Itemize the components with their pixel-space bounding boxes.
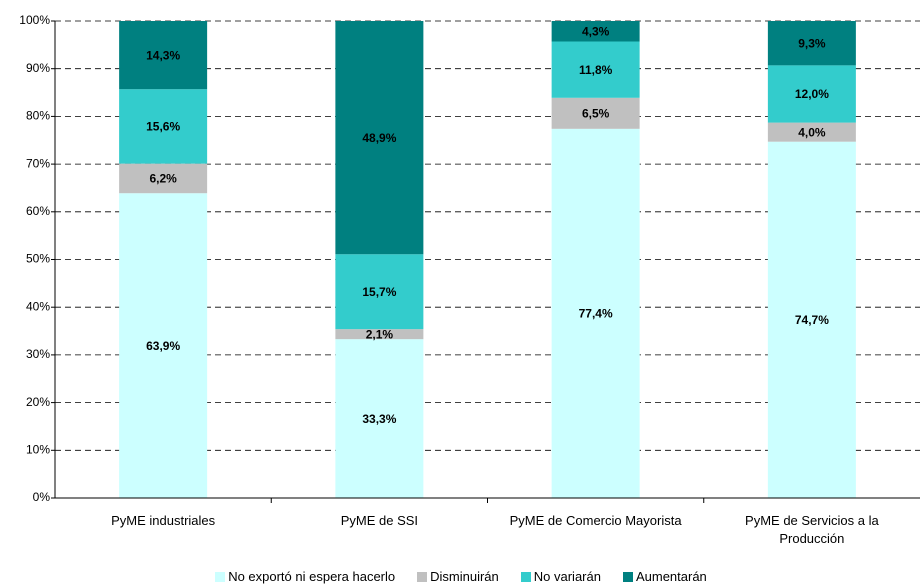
y-tick-label: 40%	[26, 299, 50, 313]
legend: No exportó ni espera hacerlo Disminuirán N…	[0, 569, 922, 584]
legend-swatch	[520, 571, 531, 582]
data-label: 33,3%	[362, 412, 396, 426]
x-tick-label: PyME de SSI	[340, 513, 419, 528]
data-label: 12,0%	[795, 87, 829, 101]
legend-label: Aumentarán	[635, 569, 707, 584]
data-label: 14,3%	[146, 48, 180, 62]
data-label: 4,3%	[582, 24, 610, 38]
legend-item: Aumentarán	[622, 569, 707, 584]
y-tick-label: 80%	[26, 109, 50, 123]
y-tick-label: 30%	[26, 347, 50, 361]
bar-segment	[119, 21, 208, 90]
bar-segment	[119, 163, 208, 194]
y-tick-label: 70%	[26, 156, 50, 170]
data-label: 2,1%	[366, 327, 394, 341]
bar-segment	[119, 89, 208, 164]
data-label: 9,3%	[798, 36, 826, 50]
legend-swatch	[215, 571, 226, 582]
bar-segment	[335, 339, 424, 498]
legend-label: No variarán	[533, 569, 601, 584]
bar-segment	[551, 97, 640, 129]
data-label: 15,6%	[146, 120, 180, 134]
bar-segment	[551, 128, 640, 498]
data-label: 77,4%	[579, 307, 613, 321]
bar-segment	[767, 122, 856, 142]
legend-swatch	[417, 571, 428, 582]
bar-segment	[767, 21, 856, 66]
legend-item: No variarán	[520, 569, 601, 584]
data-label: 11,8%	[579, 63, 613, 77]
data-label: 74,7%	[795, 313, 829, 327]
y-tick-label: 90%	[26, 61, 50, 75]
bar-segment	[767, 65, 856, 123]
bar-segment	[551, 41, 640, 98]
data-label: 48,9%	[362, 131, 396, 145]
x-tick-label: PyME industriales	[111, 513, 216, 528]
legend-item: No exportó ni espera hacerlo	[215, 569, 395, 584]
legend-label: Disminuirán	[430, 569, 499, 584]
data-label: 63,9%	[146, 339, 180, 353]
bar-segment	[551, 21, 640, 42]
bar-segment	[119, 193, 208, 498]
bar-segment	[335, 329, 424, 340]
x-tick-label: PyME de Comercio Mayorista	[509, 513, 682, 528]
y-tick-label: 60%	[26, 204, 50, 218]
bar-segment	[335, 254, 424, 330]
legend-label: No exportó ni espera hacerlo	[228, 569, 396, 584]
data-label: 6,5%	[582, 106, 610, 120]
bar-segment	[335, 21, 424, 255]
bar-segment	[767, 141, 856, 498]
data-label: 15,7%	[362, 285, 396, 299]
legend-item: Disminuirán	[417, 569, 499, 584]
data-label: 4,0%	[798, 125, 826, 139]
y-tick-label: 100%	[19, 13, 50, 27]
y-tick-label: 20%	[26, 395, 50, 409]
y-tick-label: 0%	[33, 490, 51, 504]
legend-swatch	[622, 571, 633, 582]
x-tick-label: PyME de Servicios a la Producción	[745, 513, 879, 546]
y-tick-label: 10%	[26, 442, 50, 456]
data-label: 6,2%	[149, 172, 177, 186]
y-tick-label: 50%	[26, 252, 50, 266]
